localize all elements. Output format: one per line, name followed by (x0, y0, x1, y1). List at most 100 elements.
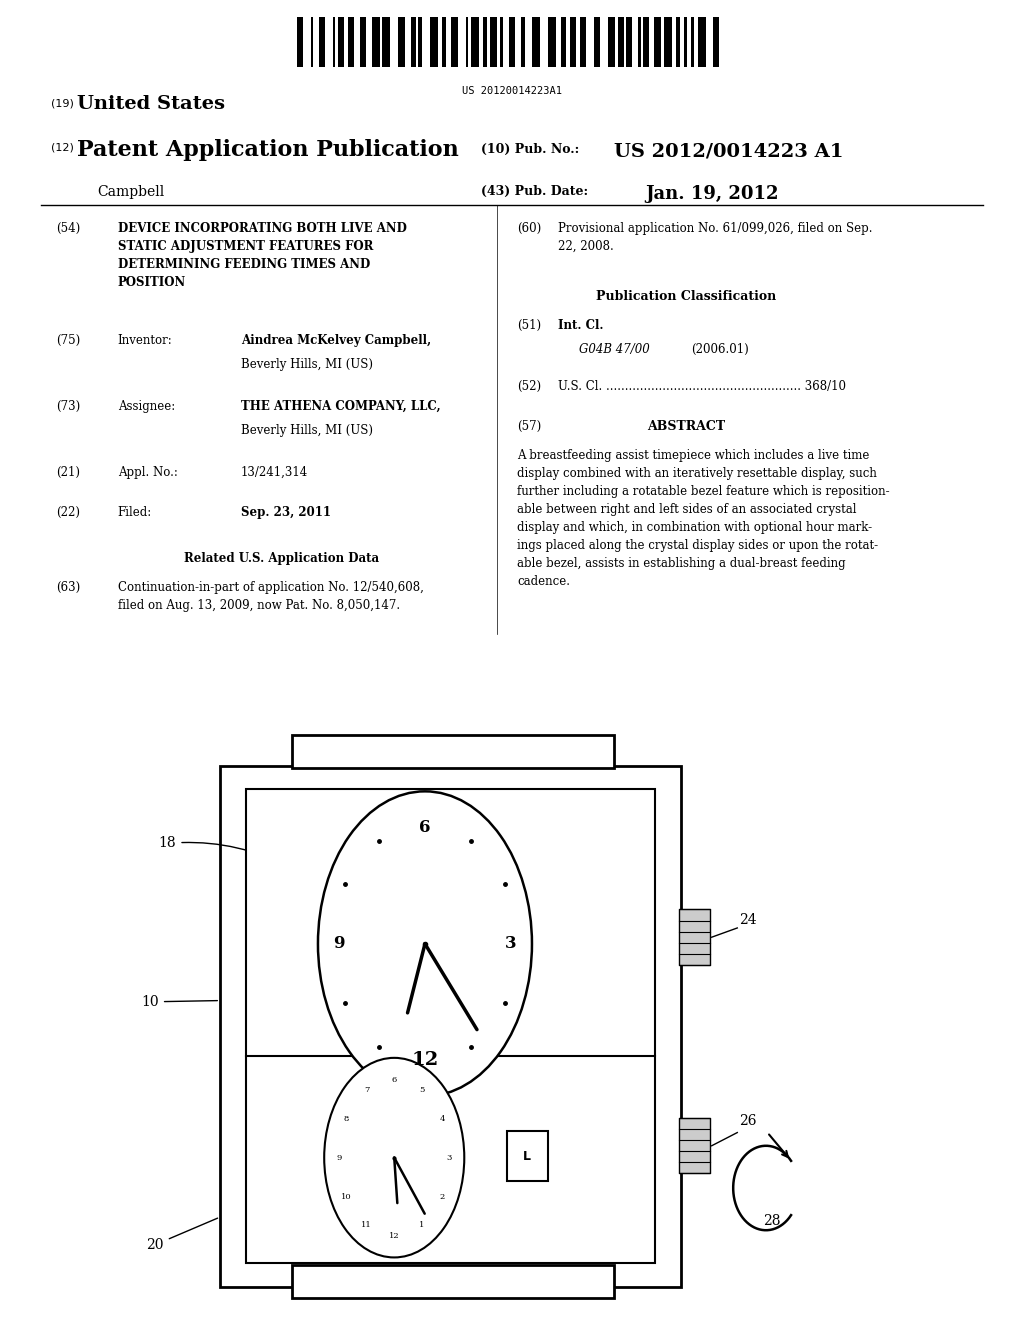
Text: United States: United States (77, 95, 225, 114)
Bar (679, 1118, 710, 1173)
Text: (75): (75) (56, 334, 81, 347)
Text: 4: 4 (439, 1114, 444, 1123)
Bar (397, 17, 406, 67)
Text: 24: 24 (739, 913, 757, 927)
Text: (57): (57) (517, 420, 542, 433)
Bar (310, 17, 313, 67)
Text: Provisional application No. 61/099,026, filed on Sep.
22, 2008.: Provisional application No. 61/099,026, … (558, 222, 872, 252)
Text: 28: 28 (763, 1214, 780, 1228)
Bar (520, 17, 525, 67)
Bar (292, 1265, 614, 1298)
Bar (442, 17, 446, 67)
Bar (430, 17, 438, 67)
Text: Jan. 19, 2012: Jan. 19, 2012 (645, 185, 778, 203)
Text: (52): (52) (517, 380, 542, 393)
Bar (292, 735, 614, 768)
Text: (2006.01): (2006.01) (691, 343, 749, 356)
Text: Sep. 23, 2011: Sep. 23, 2011 (241, 506, 331, 519)
Bar (418, 17, 423, 67)
Bar (509, 17, 515, 67)
Text: Publication Classification: Publication Classification (596, 290, 776, 304)
Text: (10) Pub. No.:: (10) Pub. No.: (481, 143, 580, 156)
Bar (664, 17, 672, 67)
Text: (19): (19) (51, 99, 74, 110)
Bar (220, 766, 681, 1287)
Text: (60): (60) (517, 222, 542, 235)
Text: 10: 10 (341, 1192, 351, 1201)
Text: ABSTRACT: ABSTRACT (647, 420, 725, 433)
Text: 7: 7 (364, 1086, 370, 1094)
Text: Int. Cl.: Int. Cl. (558, 319, 603, 333)
Text: (54): (54) (56, 222, 81, 235)
Ellipse shape (325, 1057, 464, 1258)
Text: (63): (63) (56, 581, 81, 594)
Text: Inventor:: Inventor: (118, 334, 172, 347)
Text: 6: 6 (419, 820, 431, 836)
Bar (333, 17, 336, 67)
Bar (412, 17, 416, 67)
Text: (51): (51) (517, 319, 542, 333)
Bar (548, 17, 556, 67)
Text: 11: 11 (361, 1221, 372, 1229)
Text: 8: 8 (344, 1114, 349, 1123)
Bar (684, 17, 687, 67)
Text: 3: 3 (446, 1154, 453, 1162)
Text: A breastfeeding assist timepiece which includes a live time
display combined wit: A breastfeeding assist timepiece which i… (517, 449, 890, 587)
Text: Campbell: Campbell (97, 185, 165, 199)
Bar (471, 17, 479, 67)
Bar (338, 17, 344, 67)
Text: 9: 9 (334, 936, 345, 952)
Text: (22): (22) (56, 506, 80, 519)
Text: Continuation-in-part of application No. 12/540,608,
filed on Aug. 13, 2009, now : Continuation-in-part of application No. … (118, 581, 424, 611)
Text: 6: 6 (391, 1076, 397, 1084)
Bar (676, 17, 680, 67)
Text: Patent Application Publication: Patent Application Publication (77, 139, 459, 161)
Text: Appl. No.:: Appl. No.: (118, 466, 177, 479)
Text: 10: 10 (141, 995, 217, 1008)
Text: US 2012/0014223 A1: US 2012/0014223 A1 (614, 143, 844, 161)
Text: Beverly Hills, MI (US): Beverly Hills, MI (US) (241, 358, 373, 371)
Text: US 20120014223A1: US 20120014223A1 (462, 86, 562, 96)
Bar (714, 17, 719, 67)
Bar (372, 17, 380, 67)
Text: (21): (21) (56, 466, 80, 479)
Bar (483, 17, 487, 67)
Bar (500, 17, 503, 67)
Text: (43) Pub. Date:: (43) Pub. Date: (481, 185, 589, 198)
Bar (507, 1131, 548, 1181)
Text: (73): (73) (56, 400, 81, 413)
Bar (489, 17, 498, 67)
Text: L: L (523, 1150, 531, 1163)
Bar (319, 17, 326, 67)
Text: 18: 18 (159, 837, 290, 867)
Bar (561, 17, 566, 67)
Bar (638, 17, 641, 67)
Text: Beverly Hills, MI (US): Beverly Hills, MI (US) (241, 424, 373, 437)
Bar (643, 17, 649, 67)
Text: 22: 22 (634, 1243, 652, 1265)
Text: 20: 20 (146, 1218, 218, 1251)
Bar (594, 17, 600, 67)
Text: 12: 12 (412, 1051, 438, 1069)
Text: G04B 47/00: G04B 47/00 (579, 343, 649, 356)
Bar (617, 17, 624, 67)
Text: 12: 12 (389, 1232, 399, 1239)
Bar (466, 17, 469, 67)
Bar (382, 17, 390, 67)
Bar (691, 17, 693, 67)
Text: THE ATHENA COMPANY, LLC,: THE ATHENA COMPANY, LLC, (241, 400, 440, 413)
Text: DEVICE INCORPORATING BOTH LIVE AND
STATIC ADJUSTMENT FEATURES FOR
DETERMINING FE: DEVICE INCORPORATING BOTH LIVE AND STATI… (118, 222, 407, 289)
Text: 26: 26 (739, 1114, 757, 1127)
Bar (451, 17, 459, 67)
Text: Aindrea McKelvey Campbell,: Aindrea McKelvey Campbell, (241, 334, 431, 347)
Text: 2: 2 (439, 1192, 444, 1201)
Bar (348, 17, 354, 67)
Text: (12): (12) (51, 143, 74, 153)
Text: Related U.S. Application Data: Related U.S. Application Data (184, 552, 380, 565)
Text: Assignee:: Assignee: (118, 400, 175, 413)
Bar (653, 17, 662, 67)
Bar (532, 17, 541, 67)
Bar (246, 789, 655, 1263)
Text: 9: 9 (336, 1154, 342, 1162)
Text: 1: 1 (419, 1221, 425, 1229)
